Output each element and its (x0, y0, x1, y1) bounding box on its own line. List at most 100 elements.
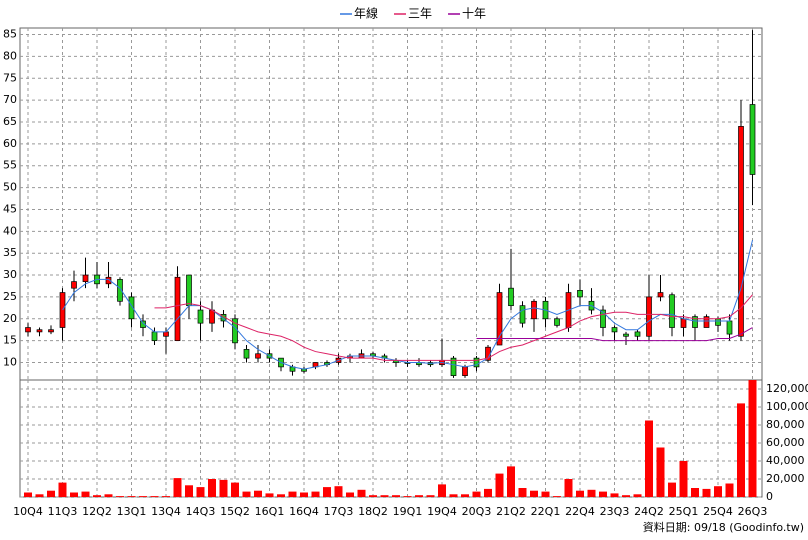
volume-bar (426, 495, 435, 497)
x-tick-label: 22Q1 (531, 505, 561, 518)
volume-bar (530, 490, 538, 497)
x-tick-label: 19Q4 (427, 505, 457, 518)
x-tick-label: 13Q1 (117, 505, 147, 518)
candle-body (657, 292, 664, 298)
volume-bar (415, 495, 423, 497)
volume-bar (702, 488, 711, 497)
candle-body (749, 104, 756, 175)
x-tick-label: 18Q2 (358, 505, 388, 518)
volume-bar (656, 447, 665, 497)
volume-bar (162, 496, 170, 497)
x-tick-label: 16Q1 (255, 505, 285, 518)
x-tick-label: 22Q4 (565, 505, 595, 518)
y-tick-label: 70 (3, 93, 17, 106)
volume-bar (495, 473, 504, 497)
x-tick-label: 13Q4 (151, 505, 181, 518)
candle-body (243, 349, 250, 359)
ma-line (154, 294, 753, 361)
volume-bar (70, 492, 78, 497)
y-tick-label: 25 (3, 290, 17, 303)
y-tick-label: 45 (3, 202, 17, 215)
candle-body (197, 309, 204, 324)
ma-line (62, 239, 753, 370)
volume-bar (564, 479, 573, 497)
volume-bar (323, 487, 331, 497)
volume-bar (449, 494, 458, 497)
volume-bar (242, 491, 251, 497)
volume-panel (19, 379, 763, 498)
volume-bar (311, 491, 320, 497)
x-tick-label: 23Q3 (600, 505, 630, 518)
volume-bar (668, 482, 676, 497)
y-tick-label: 55 (3, 159, 17, 172)
x-tick-label: 16Q4 (289, 505, 319, 518)
candle-body (117, 279, 123, 302)
candle-body (255, 353, 261, 359)
volume-bar (357, 489, 366, 497)
x-tick-label: 21Q2 (496, 505, 526, 518)
volume-bar (35, 494, 44, 497)
x-tick-label: 20Q3 (462, 505, 492, 518)
volume-bar (691, 488, 699, 497)
ma-line (476, 327, 753, 342)
candle-body (71, 281, 77, 289)
volume-bar (208, 479, 216, 497)
candle-body (611, 327, 618, 333)
candle-body (726, 320, 733, 335)
candle-body (669, 294, 675, 328)
candle-body (128, 296, 135, 320)
volume-bar (300, 492, 308, 497)
volume-bar (254, 490, 262, 497)
volume-bar (610, 493, 619, 497)
candle-body (623, 333, 629, 337)
candle-body (209, 309, 215, 324)
y-tick-label: 15 (3, 334, 17, 347)
x-tick-label: 11Q3 (48, 505, 78, 518)
volume-bar (24, 492, 32, 497)
candle-body (36, 329, 43, 333)
volume-bar (472, 491, 481, 497)
legend-label: 年線 (354, 6, 378, 21)
volume-bar (587, 489, 596, 497)
y-tick-label: 10 (3, 356, 17, 369)
y-tick-label: 50 (3, 181, 17, 194)
volume-bar (288, 491, 297, 497)
y-tick-label: 65 (3, 115, 17, 128)
volume-bar (714, 486, 722, 497)
candle-body (554, 318, 560, 326)
volume-bar (127, 496, 136, 497)
x-tick-label: 14Q3 (186, 505, 216, 518)
candle-body (163, 331, 169, 337)
y2-tick-label: 120,000 (766, 382, 808, 395)
volume-bar (369, 495, 377, 497)
legend-label: 十年 (462, 7, 486, 21)
volume-bar (484, 488, 492, 497)
candle-body (25, 327, 31, 333)
candle-body (680, 318, 687, 328)
candle-body (450, 357, 457, 376)
y-tick-label: 85 (3, 28, 17, 41)
footnote: 資料日期: 09/18 (Goodinfo.tw) (643, 520, 804, 534)
volume-bar (185, 485, 193, 497)
volume-bar (139, 496, 147, 497)
candle-body (48, 329, 54, 333)
volume-bar (196, 487, 205, 497)
volume-bar (737, 403, 745, 497)
y-tick-label: 75 (3, 71, 17, 84)
volume-bar (507, 466, 515, 497)
candle-body (634, 331, 641, 337)
volume-bar (265, 493, 274, 497)
volume-bar (150, 496, 159, 497)
candle-body (715, 318, 721, 326)
x-tick-label: 24Q2 (634, 505, 664, 518)
y2-tick-label: 40,000 (766, 454, 805, 467)
candle-body (703, 316, 710, 328)
y2-tick-label: 0 (766, 490, 773, 503)
volume-bar (645, 420, 653, 497)
volume-bar (403, 496, 412, 497)
candle-body (151, 331, 158, 341)
volume-bar (219, 479, 228, 497)
volume-bar (576, 490, 584, 497)
